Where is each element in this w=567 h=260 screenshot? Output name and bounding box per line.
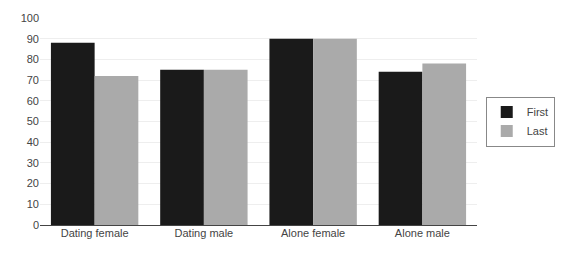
svg-text:10: 10 <box>27 198 39 210</box>
svg-text:20: 20 <box>27 177 39 189</box>
svg-text:Dating female: Dating female <box>61 227 129 239</box>
svg-text:0: 0 <box>33 219 39 231</box>
svg-text:70: 70 <box>27 74 39 86</box>
svg-text:100: 100 <box>21 12 39 24</box>
svg-text:30: 30 <box>27 157 39 169</box>
svg-text:First: First <box>527 106 548 118</box>
svg-text:50: 50 <box>27 115 39 127</box>
svg-text:60: 60 <box>27 95 39 107</box>
svg-text:90: 90 <box>27 33 39 45</box>
svg-text:Alone female: Alone female <box>281 227 345 239</box>
svg-text:80: 80 <box>27 53 39 65</box>
svg-text:40: 40 <box>27 136 39 148</box>
svg-text:Alone male: Alone male <box>395 227 450 239</box>
svg-text:Last: Last <box>527 125 548 137</box>
svg-text:Dating male: Dating male <box>175 227 234 239</box>
